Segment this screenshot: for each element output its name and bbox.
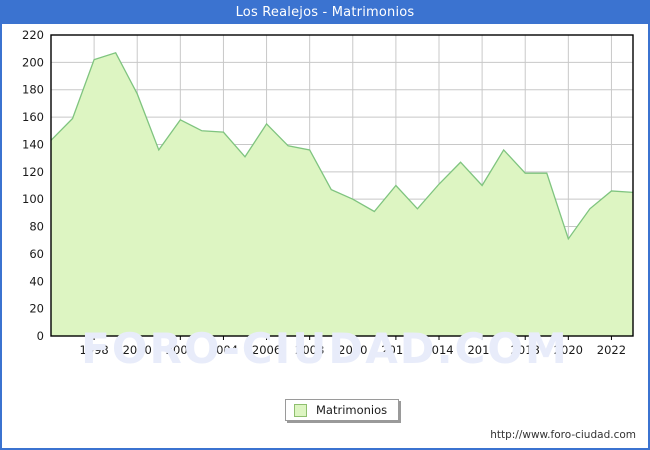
- svg-text:120: 120: [22, 165, 44, 179]
- svg-text:2020: 2020: [554, 343, 583, 357]
- svg-text:2012: 2012: [381, 343, 410, 357]
- svg-text:1998: 1998: [79, 343, 108, 357]
- svg-text:40: 40: [29, 274, 44, 288]
- svg-text:2018: 2018: [511, 343, 540, 357]
- svg-text:180: 180: [22, 83, 44, 97]
- svg-text:2000: 2000: [123, 343, 152, 357]
- source-url: http://www.foro-ciudad.com: [490, 429, 636, 441]
- svg-text:220: 220: [22, 28, 44, 42]
- svg-text:2016: 2016: [467, 343, 496, 357]
- chart-plot-area: 0 20 40 60 80 100 120 140 160 180 200 220 1998 2000 20…: [2, 24, 648, 448]
- svg-text:160: 160: [22, 110, 44, 124]
- svg-text:2002: 2002: [166, 343, 195, 357]
- svg-text:80: 80: [29, 220, 44, 234]
- svg-text:0: 0: [37, 329, 44, 343]
- matrimonios-area-chart: 0 20 40 60 80 100 120 140 160 180 200 220 1998 2000 20…: [22, 28, 634, 357]
- svg-text:2014: 2014: [424, 343, 453, 357]
- svg-text:60: 60: [29, 247, 44, 261]
- svg-text:2010: 2010: [338, 343, 367, 357]
- svg-text:140: 140: [22, 137, 44, 151]
- legend-color-swatch: [294, 403, 307, 417]
- legend-label-matrimonios: Matrimonios: [316, 403, 388, 417]
- svg-text:20: 20: [29, 302, 44, 316]
- svg-text:2004: 2004: [209, 343, 238, 357]
- window-title-bar: Los Realejos - Matrimonios: [2, 2, 648, 24]
- svg-text:2008: 2008: [295, 343, 324, 357]
- chart-legend: Matrimonios: [285, 399, 400, 421]
- svg-text:200: 200: [22, 55, 44, 69]
- svg-text:2022: 2022: [597, 343, 626, 357]
- page-title: Los Realejos - Matrimonios: [235, 5, 415, 20]
- svg-text:100: 100: [22, 192, 44, 206]
- svg-text:2006: 2006: [252, 343, 281, 357]
